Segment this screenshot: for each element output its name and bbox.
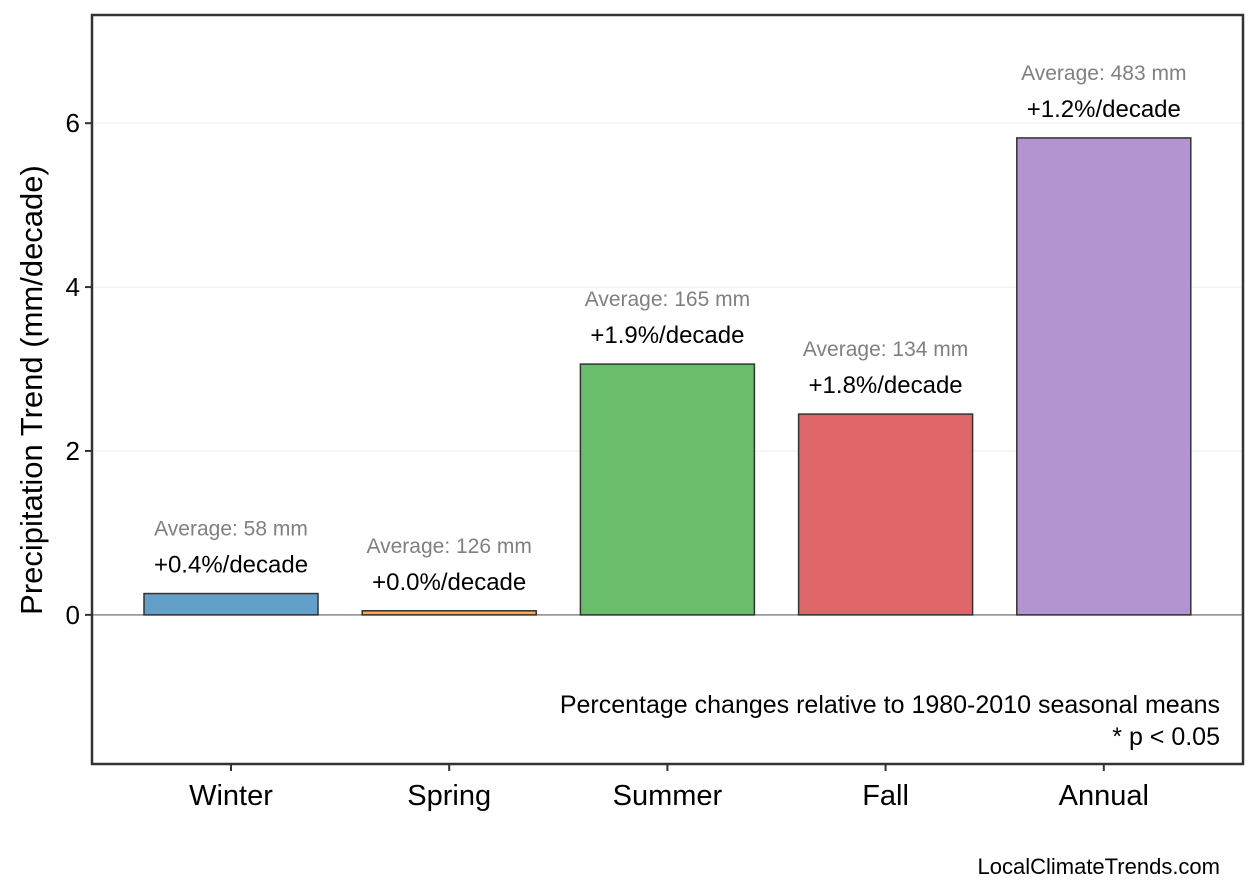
bar-spring [361, 610, 537, 616]
x-tick-label: Spring [407, 780, 491, 812]
bar-labels: +0.4%/decade Average: 58 mm +0.0%/decade Av… [154, 62, 1187, 596]
y-axis-label: Precipitation Trend (mm/decade) [14, 165, 49, 615]
y-tick-label: 4 [66, 272, 80, 302]
average-label: Average: 126 mm [367, 535, 532, 558]
y-tick-label: 2 [66, 436, 80, 466]
percent-label: +1.2%/decade [1027, 96, 1181, 123]
x-tick-label: Winter [189, 780, 273, 812]
annotation-line-2: * p < 0.05 [1112, 723, 1220, 751]
y-tick-label: 0 [66, 600, 80, 630]
average-label: Average: 165 mm [585, 288, 750, 311]
percent-label: +1.9%/decade [590, 322, 744, 349]
bar-winter [143, 592, 319, 616]
x-tick-label: Summer [613, 780, 723, 812]
source-credit: LocalClimateTrends.com [978, 854, 1221, 879]
bar-annual [1016, 137, 1192, 616]
y-ticks: 0 2 4 6 [66, 108, 92, 630]
bar-fall [797, 413, 974, 616]
x-tick-label: Fall [862, 780, 909, 812]
average-label: Average: 58 mm [154, 518, 308, 541]
percent-label: +0.0%/decade [372, 569, 526, 596]
percent-label: +0.4%/decade [154, 552, 308, 579]
average-label: Average: 134 mm [803, 338, 968, 361]
bars [143, 137, 1192, 616]
percent-label: +1.8%/decade [809, 372, 963, 399]
bar-summer [579, 363, 756, 616]
average-label: Average: 483 mm [1021, 62, 1186, 85]
annotation-line-1: Percentage changes relative to 1980-2010… [560, 691, 1220, 719]
x-ticks: Winter Spring Summer Fall Annual [189, 764, 1149, 812]
y-tick-label: 6 [66, 108, 80, 138]
x-tick-label: Annual [1059, 780, 1149, 812]
